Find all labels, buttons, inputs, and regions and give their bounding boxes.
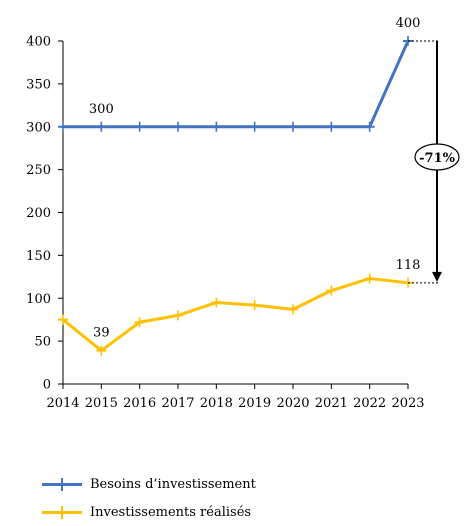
- data-point: [58, 121, 68, 132]
- legend-item-besoins: Besoins d’investissement: [42, 470, 256, 498]
- data-point: [249, 300, 260, 311]
- legend: Besoins d’investissement Investissements…: [42, 470, 256, 526]
- data-point: [288, 121, 298, 132]
- data-point: [134, 121, 145, 132]
- data-point: [288, 304, 298, 315]
- legend-swatch-besoins: [42, 478, 82, 491]
- x-tick-label: 2020: [276, 396, 309, 411]
- legend-swatch-realises: [42, 506, 82, 519]
- data-point: [326, 285, 337, 296]
- x-tick-label: 2018: [200, 396, 233, 411]
- y-tick-label: 250: [26, 163, 51, 178]
- x-axis: 2014 2015 2016 2017 2018 2019 2020 2021 2022 2023: [46, 383, 425, 411]
- legend-item-realises: Investissements réalisés: [42, 498, 256, 526]
- series-layer: [58, 36, 413, 356]
- x-tick-label: 2014: [46, 396, 79, 411]
- data-point: [173, 121, 183, 132]
- data-label: 400: [396, 16, 421, 31]
- data-point: [326, 121, 337, 132]
- y-tick-label: 350: [26, 77, 51, 92]
- y-tick-label: 150: [26, 249, 51, 264]
- y-tick-label: 200: [26, 206, 51, 221]
- legend-label-realises: Investissements réalisés: [90, 504, 252, 520]
- data-labels: 300 400 39 118: [89, 16, 420, 341]
- x-tick-label: 2023: [391, 396, 424, 411]
- data-label: 118: [396, 258, 421, 273]
- data-point: [211, 121, 222, 132]
- y-axis: 0 50 100 150 200 250 300 350 400: [26, 35, 64, 393]
- x-tick-label: 2021: [315, 396, 348, 411]
- data-point: [211, 297, 222, 308]
- x-tick-label: 2017: [161, 396, 194, 411]
- y-tick-label: 100: [26, 292, 51, 307]
- change-annotation: -71%: [408, 40, 460, 284]
- data-point: [134, 317, 145, 328]
- x-tick-label: 2019: [238, 396, 271, 411]
- data-point: [58, 314, 68, 325]
- percent-ellipse: [414, 143, 460, 171]
- series-line-1: [61, 277, 410, 353]
- data-label: 39: [93, 326, 110, 341]
- y-tick-label: 0: [43, 378, 51, 393]
- data-point: [249, 121, 260, 132]
- x-tick-label: 2022: [353, 396, 386, 411]
- y-tick-label: 50: [34, 335, 51, 350]
- y-tick-label: 300: [26, 120, 51, 135]
- y-tick-label: 400: [26, 35, 51, 50]
- legend-label-besoins: Besoins d’investissement: [90, 476, 256, 492]
- data-point: [96, 345, 107, 356]
- series-line-0: [61, 39, 410, 129]
- data-point: [173, 310, 183, 321]
- x-tick-label: 2016: [123, 396, 156, 411]
- arrow-head: [432, 271, 442, 282]
- percent-change-label: -71%: [419, 151, 455, 166]
- data-point: [364, 121, 375, 132]
- data-label: 300: [89, 102, 114, 117]
- x-tick-label: 2015: [85, 396, 118, 411]
- data-point: [96, 121, 107, 132]
- data-point: [364, 273, 375, 284]
